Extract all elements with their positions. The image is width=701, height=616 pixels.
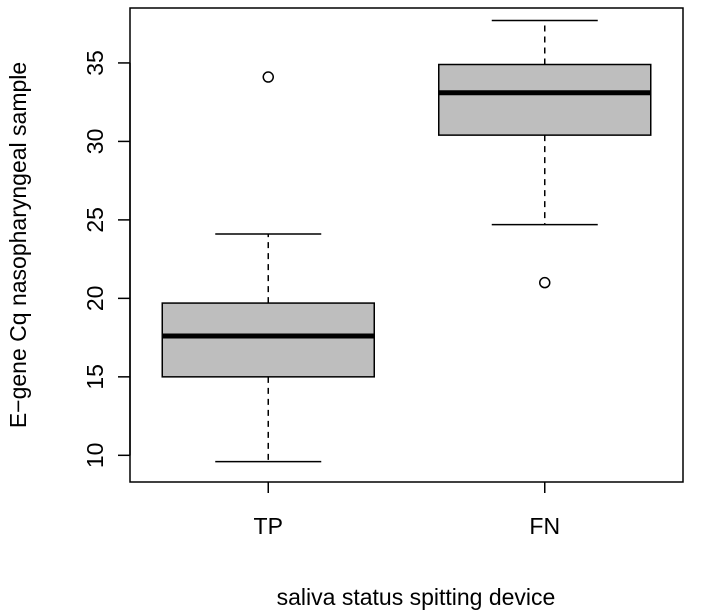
y-axis-label: E−gene Cq nasopharyngeal sample xyxy=(5,62,31,428)
outlier-point xyxy=(539,276,551,289)
y-tick-label: 30 xyxy=(82,129,108,155)
box-group-tp xyxy=(161,71,375,463)
y-tick-label: 10 xyxy=(82,443,108,469)
x-tick-label: TP xyxy=(254,513,283,539)
box-layer xyxy=(161,19,652,463)
box-group-fn xyxy=(438,19,652,289)
x-tick-label: FN xyxy=(529,513,560,539)
y-tick-label: 35 xyxy=(82,50,108,76)
y-tick-label: 25 xyxy=(82,207,108,233)
plot-frame xyxy=(129,7,684,483)
y-tick-label: 20 xyxy=(82,286,108,312)
box-iqr xyxy=(161,302,375,378)
x-axis-label: saliva status spitting device xyxy=(277,584,556,610)
box-iqr xyxy=(438,63,652,136)
y-tick-label: 15 xyxy=(82,364,108,390)
outlier-point xyxy=(262,71,274,83)
